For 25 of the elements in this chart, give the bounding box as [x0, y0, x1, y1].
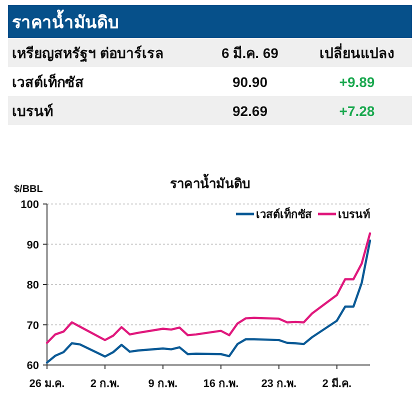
y-axis-title: $/BBL	[14, 184, 43, 195]
x-tick-label: 2 ก.พ.	[90, 378, 120, 390]
x-tick-label: 9 ก.พ.	[148, 378, 178, 390]
x-tick-label: 16 ก.พ.	[203, 378, 239, 390]
text: +7.28	[339, 103, 375, 119]
text: เบรนท์	[12, 103, 53, 119]
x-tick-label: 2 มี.ค.	[322, 377, 352, 390]
text: 90.90	[232, 74, 268, 90]
chart-title: ราคาน้ำมันดิบ	[170, 173, 250, 191]
text: 92.69	[232, 103, 268, 119]
x-tick-label: 26 ม.ค.	[29, 378, 65, 390]
y-tick-label: 60	[26, 360, 39, 372]
text: เวสต์เท็กซัส	[12, 73, 84, 90]
y-tick-label: 70	[26, 320, 39, 332]
y-tick-label: 90	[26, 239, 39, 252]
text: 6 มี.ค. 69	[222, 45, 279, 61]
y-tick-label: 100	[20, 199, 39, 211]
y-tick-label: 80	[26, 280, 39, 292]
text: +9.89	[339, 74, 375, 90]
x-tick-label: 23 ก.พ.	[261, 378, 297, 390]
text: ราคาน้ำมันดิบ	[12, 9, 119, 32]
text: เปลี่ยนแปลง	[320, 43, 394, 61]
legend-label: เวสต์เท็กซัส	[256, 207, 312, 221]
legend-label: เบรนท์	[338, 208, 370, 221]
text: เหรียญสหรัฐฯ ต่อบาร์เรล	[12, 45, 164, 63]
